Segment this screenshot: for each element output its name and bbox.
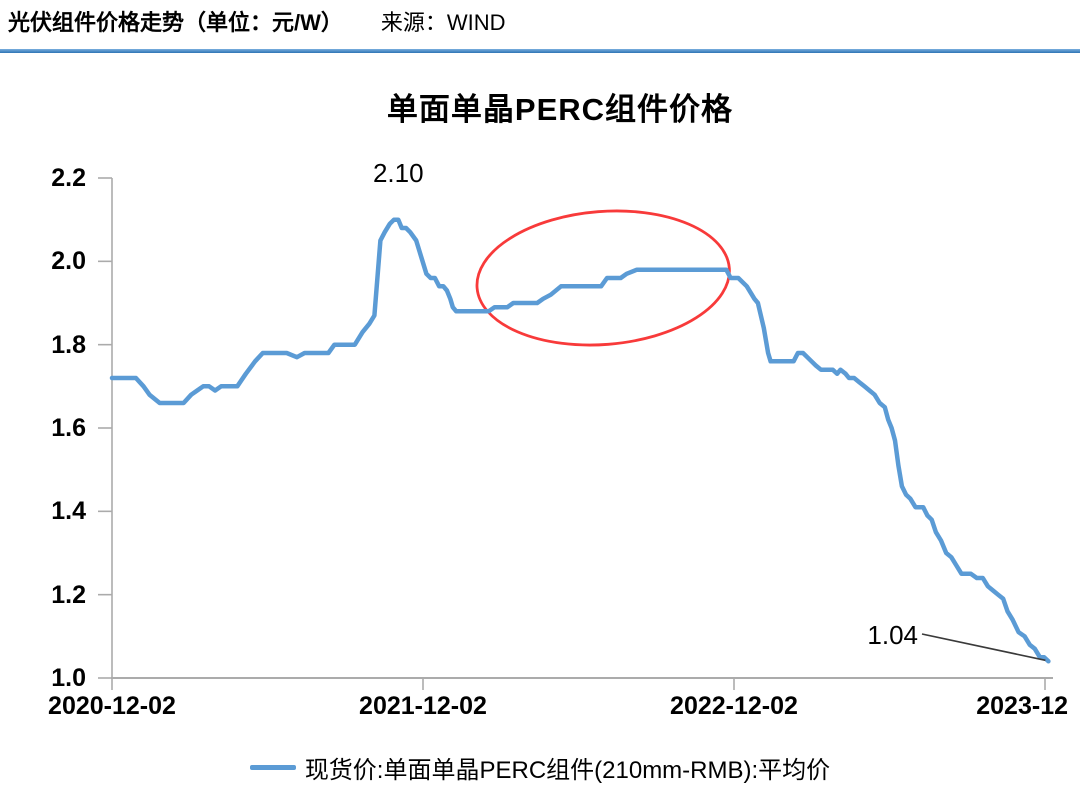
- report-header: 光伏组件价格走势（单位：元/W） 来源：WIND: [8, 8, 1072, 38]
- y-axis-label: 1.0: [51, 664, 86, 692]
- y-axis-label: 2.0: [51, 247, 86, 276]
- y-axis-label: 1.8: [51, 330, 86, 359]
- end-value-annotation: 1.04: [867, 620, 918, 650]
- x-axis-label: 2023-12: [976, 692, 1068, 720]
- chart-title: 单面单晶PERC组件价格: [386, 92, 734, 127]
- x-axis-label: 2020-12-02: [48, 692, 176, 720]
- data-source-label: 来源：WIND: [380, 10, 506, 35]
- figure-caption: 光伏组件价格走势（单位：元/W）: [8, 10, 343, 35]
- x-axis-label: 2021-12-02: [359, 692, 487, 720]
- legend-series-label: 现货价:单面单晶PERC组件(210mm-RMB):平均价: [304, 757, 831, 784]
- x-axis-label: 2022-12-02: [670, 692, 798, 720]
- y-axis-label: 2.2: [51, 164, 86, 192]
- y-axis-label: 1.6: [51, 414, 86, 442]
- legend-line-swatch: [249, 765, 296, 770]
- chart-legend: 现货价:单面单晶PERC组件(210mm-RMB):平均价: [0, 750, 1080, 785]
- end-annotation-leader-line: [921, 633, 1046, 662]
- price-series-line: [109, 217, 1051, 664]
- highlight-ellipse: [475, 209, 731, 347]
- y-axis-label: 1.4: [51, 497, 86, 526]
- peak-value-annotation: 2.10: [372, 158, 424, 188]
- header-divider: [0, 49, 1080, 53]
- y-axis-label: 1.2: [51, 580, 86, 609]
